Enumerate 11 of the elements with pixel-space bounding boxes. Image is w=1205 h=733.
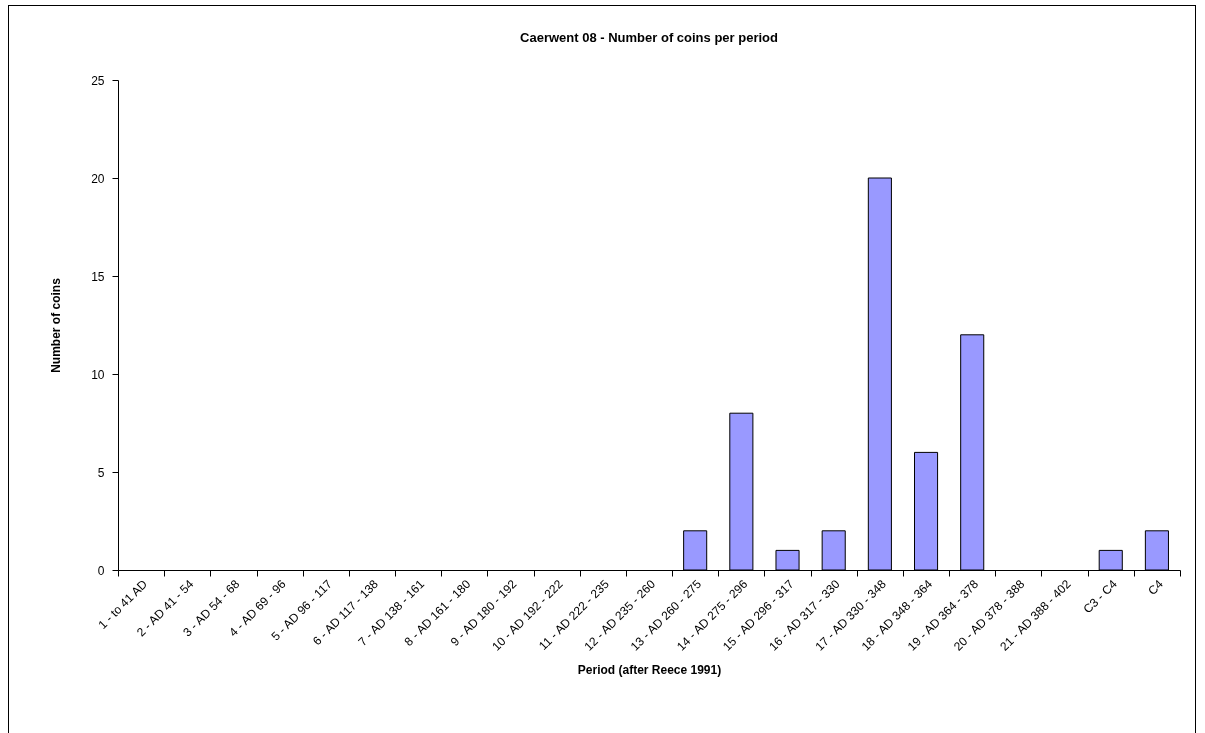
x-tick-label: C4 bbox=[1145, 576, 1167, 598]
x-axis-title: Period (after Reece 1991) bbox=[577, 663, 722, 678]
y-axis-title: Number of coins bbox=[49, 277, 64, 373]
y-tick-label: 5 bbox=[97, 465, 105, 480]
chart-title: Caerwent 08 - Number of coins per period bbox=[520, 30, 778, 45]
y-tick-label: 15 bbox=[91, 269, 105, 284]
y-tick-label: 25 bbox=[91, 73, 105, 88]
y-tick-label: 10 bbox=[91, 367, 105, 382]
y-tick-label: 0 bbox=[97, 563, 105, 578]
x-tick-label: C3 - C4 bbox=[1080, 576, 1120, 617]
y-tick-label: 20 bbox=[91, 171, 105, 186]
